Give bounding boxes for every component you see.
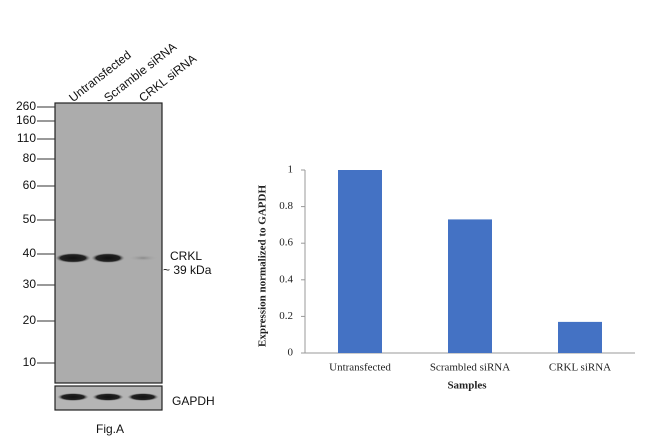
y-tick-label: 0 xyxy=(288,347,294,359)
band xyxy=(55,253,91,263)
y-tick-label: 0.6 xyxy=(279,237,293,249)
marker-label: 160 xyxy=(16,113,36,127)
marker-label: 30 xyxy=(23,277,37,291)
band xyxy=(128,255,158,261)
y-tick-label: 1 xyxy=(288,164,294,176)
x-tick-label: Untransfected xyxy=(329,362,391,374)
caption: Fig.A xyxy=(96,422,124,436)
marker-label: 80 xyxy=(23,151,37,165)
blot-membrane xyxy=(54,102,163,384)
band xyxy=(57,393,89,401)
x-tick-label: CRKL siRNA xyxy=(549,362,611,374)
band xyxy=(92,393,124,401)
band xyxy=(127,393,159,401)
y-tick-label: 0.8 xyxy=(279,200,293,212)
marker-label: 110 xyxy=(17,131,36,145)
marker-label: 60 xyxy=(23,178,37,192)
y-tick-label: 0.2 xyxy=(279,310,293,322)
loading-control: GAPDH xyxy=(172,394,215,408)
bar xyxy=(338,170,382,353)
marker-label: 50 xyxy=(23,212,37,226)
band xyxy=(91,253,125,263)
band-label: CRKL xyxy=(170,249,202,263)
marker-label: 40 xyxy=(23,246,37,260)
x-tick-label: Scrambled siRNA xyxy=(430,362,510,374)
x-axis-label: Samples xyxy=(447,380,487,392)
marker-label: 20 xyxy=(23,313,37,327)
bar xyxy=(558,321,602,353)
y-axis-label: Expression normalized to GAPDH xyxy=(257,185,269,347)
western-blot: CRKL ~ 39 kDa GAPDH Fig.A xyxy=(54,102,215,436)
y-tick-label: 0.4 xyxy=(279,273,293,285)
band-size: ~ 39 kDa xyxy=(163,263,212,277)
bar xyxy=(448,219,492,353)
marker-label: 260 xyxy=(16,99,36,113)
marker-label: 10 xyxy=(23,355,37,369)
